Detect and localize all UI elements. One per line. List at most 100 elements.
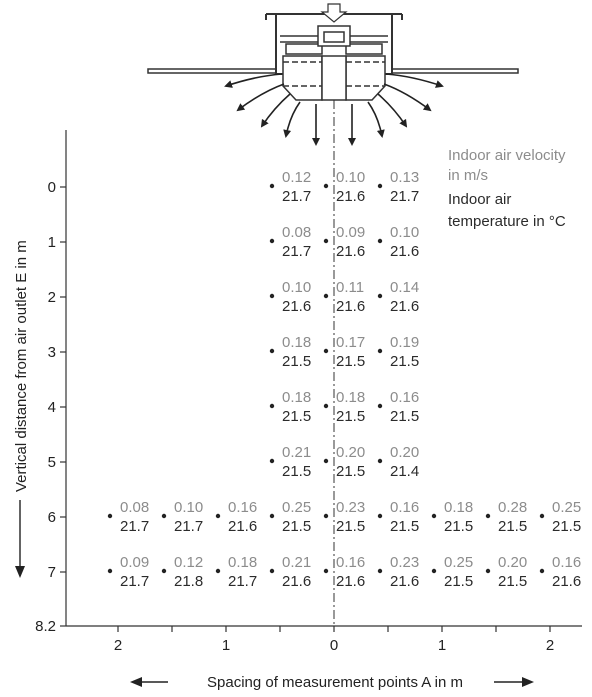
measurement-dot — [377, 458, 383, 464]
y-tick-label: 8.2 — [35, 618, 56, 635]
temperature-value: 21.6 — [552, 573, 581, 590]
measurement-point: 0.23 21.5 — [323, 499, 365, 535]
measurement-dot — [377, 183, 383, 189]
measurement-dot — [323, 568, 329, 574]
velocity-value: 0.18 — [282, 334, 311, 351]
velocity-value: 0.13 — [390, 169, 419, 186]
temperature-value: 21.6 — [282, 298, 311, 315]
temperature-value: 21.6 — [336, 573, 365, 590]
measurement-dot — [323, 348, 329, 354]
temperature-value: 21.5 — [498, 518, 527, 535]
measurement-dot — [377, 568, 383, 574]
velocity-value: 0.20 — [336, 444, 365, 461]
measurement-dot — [323, 458, 329, 464]
velocity-value: 0.25 — [282, 499, 311, 516]
measurement-dot — [323, 403, 329, 409]
temperature-value: 21.5 — [282, 408, 311, 425]
measurement-point: 0.12 21.7 — [269, 169, 311, 205]
measurement-point: 0.10 21.6 — [377, 224, 419, 260]
measurement-dot — [539, 513, 545, 519]
velocity-value: 0.18 — [282, 389, 311, 406]
measurement-dot — [107, 513, 113, 519]
temperature-value: 21.5 — [336, 463, 365, 480]
measurement-point: 0.20 21.4 — [377, 444, 419, 480]
measurement-dot — [377, 513, 383, 519]
airflow-arrow-icon — [385, 73, 444, 88]
temperature-value: 21.6 — [336, 243, 365, 260]
temperature-value: 21.7 — [390, 188, 419, 205]
legend: Indoor air velocity in m/s Indoor air te… — [448, 147, 566, 230]
measurement-point: 0.18 21.7 — [215, 554, 257, 590]
measurement-dot — [269, 403, 275, 409]
temperature-value: 21.7 — [120, 518, 149, 535]
temperature-value: 21.5 — [336, 408, 365, 425]
temperature-value: 21.6 — [282, 573, 311, 590]
airflow-arrow-icon — [283, 101, 301, 138]
arrow-right-icon — [522, 677, 534, 687]
velocity-value: 0.10 — [336, 169, 365, 186]
velocity-value: 0.16 — [336, 554, 365, 571]
temperature-value: 21.7 — [282, 188, 311, 205]
x-tick-label: 0 — [330, 637, 338, 654]
legend-velocity-line2: in m/s — [448, 167, 488, 184]
temperature-value: 21.5 — [390, 353, 419, 370]
velocity-value: 0.14 — [390, 279, 419, 296]
measurement-dot — [485, 568, 491, 574]
measurement-dot — [485, 513, 491, 519]
velocity-value: 0.11 — [336, 279, 364, 296]
airflow-arrow-icon — [367, 101, 385, 138]
measurement-point: 0.16 21.6 — [323, 554, 365, 590]
temperature-value: 21.7 — [282, 243, 311, 260]
y-axis-label: Vertical distance from air outlet E in m — [13, 240, 30, 492]
measurement-dot — [107, 568, 113, 574]
measurement-point: 0.20 21.5 — [323, 444, 365, 480]
airflow-arrow-icon — [236, 83, 285, 112]
measurement-dot — [269, 293, 275, 299]
velocity-value: 0.16 — [390, 499, 419, 516]
velocity-value: 0.16 — [390, 389, 419, 406]
x-axis-ticks: 2 1 0 1 2 — [114, 626, 554, 654]
outlet-nozzle — [282, 55, 323, 101]
velocity-value: 0.12 — [282, 169, 311, 186]
temperature-value: 21.6 — [336, 188, 365, 205]
measurement-point: 0.25 21.5 — [431, 554, 473, 590]
measurement-dot — [323, 183, 329, 189]
velocity-value: 0.21 — [282, 554, 311, 571]
x-axis-title: Spacing of measurement points A in m — [130, 674, 534, 691]
measurement-dot — [269, 238, 275, 244]
velocity-value: 0.16 — [552, 554, 581, 571]
measurement-point: 0.28 21.5 — [485, 499, 527, 535]
measurement-dot — [269, 183, 275, 189]
measurement-dot — [377, 238, 383, 244]
measurement-point: 0.09 21.6 — [323, 224, 365, 260]
measurement-point: 0.25 21.5 — [269, 499, 311, 535]
velocity-value: 0.08 — [282, 224, 311, 241]
temperature-value: 21.6 — [390, 243, 419, 260]
y-tick-label: 6 — [48, 509, 56, 526]
temperature-value: 21.5 — [336, 353, 365, 370]
velocity-value: 0.23 — [390, 554, 419, 571]
temperature-value: 21.6 — [228, 518, 257, 535]
temperature-value: 21.6 — [390, 298, 419, 315]
velocity-value: 0.16 — [228, 499, 257, 516]
measurement-point: 0.16 21.5 — [377, 389, 419, 425]
measurement-point: 0.25 21.5 — [539, 499, 581, 535]
arrow-left-icon — [130, 677, 142, 687]
air-outlet-unit — [147, 3, 519, 101]
measurement-dot — [269, 513, 275, 519]
measurement-point: 0.21 21.5 — [269, 444, 311, 480]
measurement-point: 0.11 21.6 — [323, 279, 365, 315]
measurement-point: 0.12 21.8 — [161, 554, 203, 590]
temperature-value: 21.6 — [336, 298, 365, 315]
measurement-dot — [161, 513, 167, 519]
ceiling-panel — [147, 68, 277, 74]
supply-air-arrow-icon — [320, 3, 348, 23]
measurement-point: 0.10 21.7 — [161, 499, 203, 535]
temperature-value: 21.7 — [174, 518, 203, 535]
axes — [65, 100, 582, 627]
x-tick-label: 1 — [438, 637, 446, 654]
velocity-value: 0.25 — [552, 499, 581, 516]
measurement-dot — [269, 568, 275, 574]
